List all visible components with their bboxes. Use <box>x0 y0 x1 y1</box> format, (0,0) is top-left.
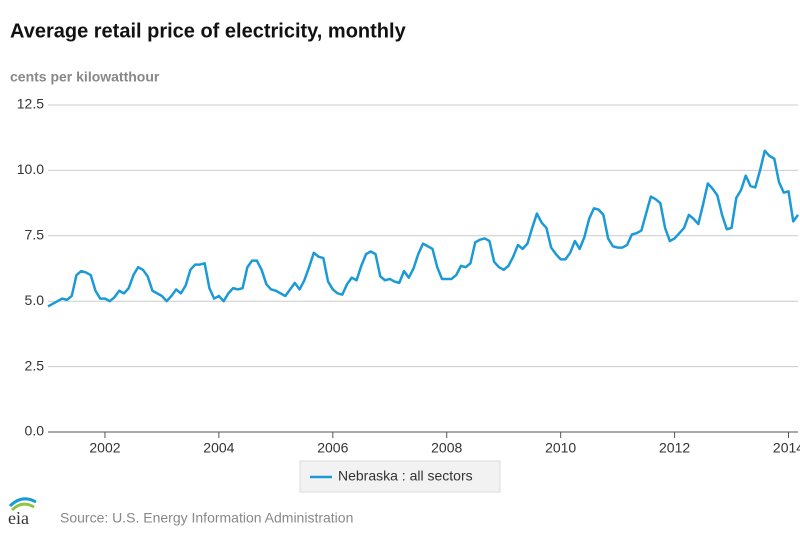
y-tick-label: 0.0 <box>25 423 45 439</box>
y-tick-label: 5.0 <box>25 292 45 308</box>
logo-text: eia <box>8 508 29 528</box>
legend-label: Nebraska : all sectors <box>338 468 473 484</box>
x-tick-label: 2006 <box>317 440 348 456</box>
x-tick-label: 2002 <box>89 440 120 456</box>
y-tick-label: 7.5 <box>25 227 45 243</box>
data-line <box>47 149 800 308</box>
y-tick-label: 10.0 <box>17 161 44 177</box>
chart-title: Average retail price of electricity, mon… <box>10 20 407 42</box>
y-tick-label: 12.5 <box>17 96 44 112</box>
x-tick-label: 2010 <box>545 440 576 456</box>
source: Source: U.S. Energy Information Administ… <box>60 510 353 526</box>
x-tick-label: 2008 <box>431 440 462 456</box>
y-tick-label: 2.5 <box>25 357 45 373</box>
eia-logo: eia <box>8 497 37 528</box>
x-tick-label: 2014 <box>773 440 800 456</box>
legend-box <box>299 460 501 493</box>
x-tick-label: 2004 <box>203 440 234 456</box>
y-axis-label: cents per kilowatthour <box>10 69 160 85</box>
x-tick-label: 2012 <box>659 440 690 456</box>
